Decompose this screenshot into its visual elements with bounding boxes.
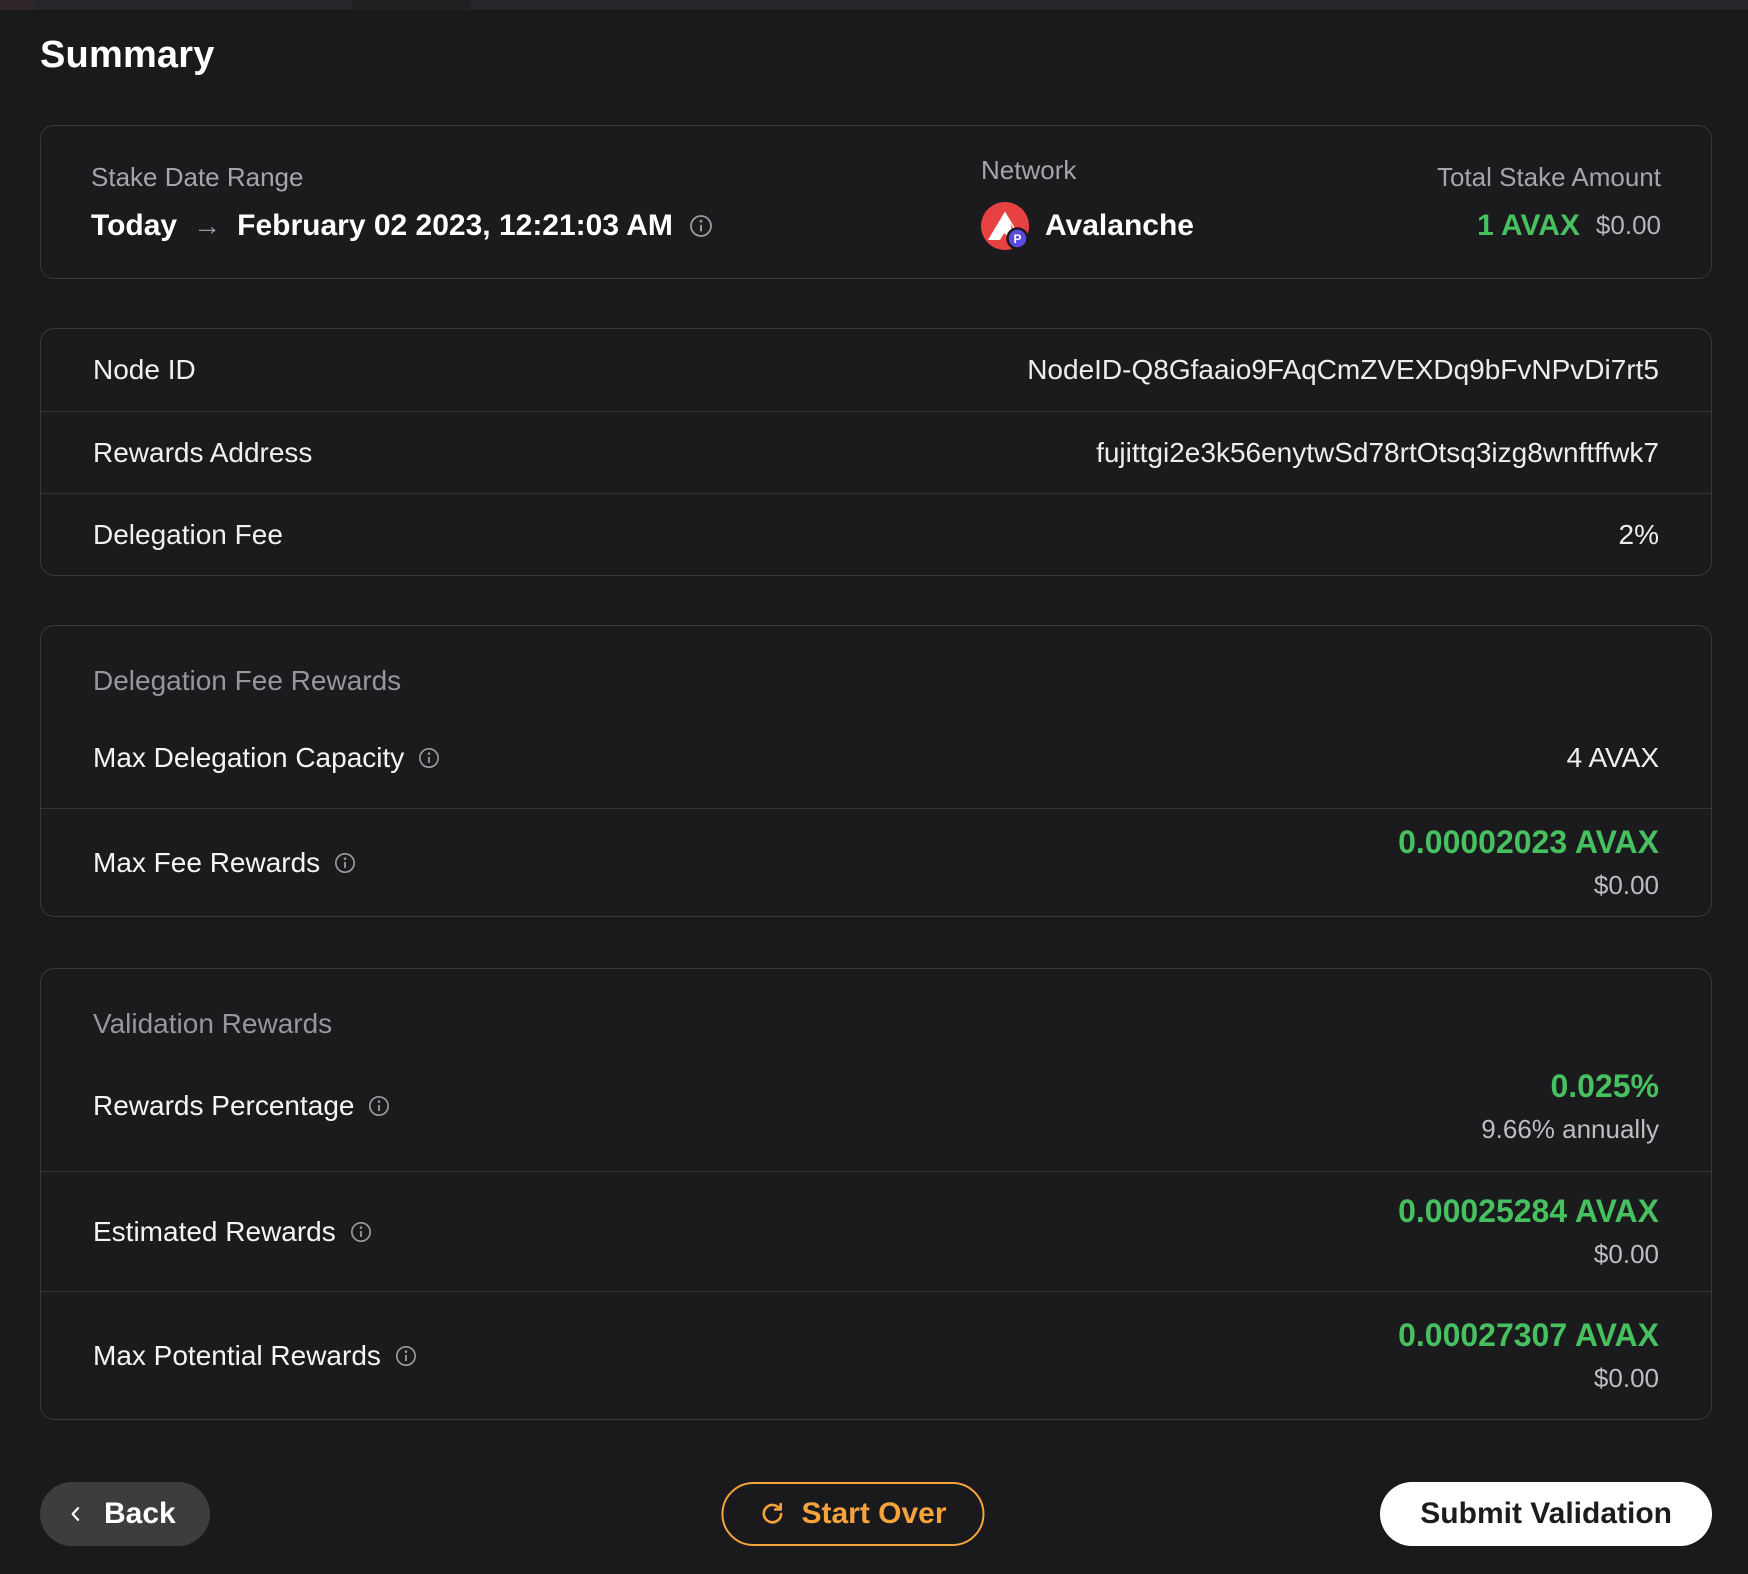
max-fee-rewards-value: 0.00002023 AVAX: [1398, 824, 1659, 860]
stake-date-range-block: Stake Date Range Today → February 02 202…: [91, 162, 981, 243]
estimated-rewards-label: Estimated Rewards: [93, 1215, 336, 1247]
top-edge-divider: [0, 0, 1748, 10]
rewards-percentage-annual: 9.66% annually: [1481, 1113, 1659, 1144]
network-block: Network P Avalanche: [981, 155, 1331, 250]
total-stake-label: Total Stake Amount: [1436, 161, 1661, 192]
delegation-fee-rewards-header: Delegation Fee Rewards: [93, 665, 402, 696]
max-delegation-capacity-row: Max Delegation Capacity 4 AVAX: [41, 708, 1711, 808]
delegation-fee-rewards-card: Delegation Fee Rewards Max Delegation Ca…: [40, 625, 1712, 917]
validator-details-card: Node ID NodeID-Q8Gfaaio9FAqCmZVEXDq9bFvN…: [40, 328, 1712, 576]
chevron-left-icon: [66, 1503, 86, 1525]
rewards-address-label: Rewards Address: [93, 436, 313, 468]
max-potential-rewards-label: Max Potential Rewards: [93, 1339, 381, 1371]
summary-page: Summary Stake Date Range Today → Februar…: [0, 34, 1748, 1546]
top-edge-accent-2: [352, 0, 470, 10]
info-icon[interactable]: [334, 852, 356, 874]
estimated-rewards-value: 0.00025284 AVAX: [1398, 1193, 1659, 1229]
max-potential-rewards-value: 0.00027307 AVAX: [1398, 1317, 1659, 1353]
table-row-node-id: Node ID NodeID-Q8Gfaaio9FAqCmZVEXDq9bFvN…: [41, 329, 1711, 411]
rewards-address-value: fujittgi2e3k56enytwSd78rtOtsq3izg8wnftff…: [1096, 436, 1659, 468]
avalanche-p-chain-icon: P: [981, 201, 1029, 250]
start-over-button-label: Start Over: [801, 1497, 947, 1530]
stake-date-to: February 02 2023, 12:21:03 AM: [237, 208, 673, 242]
table-row-rewards-address: Rewards Address fujittgi2e3k56enytwSd78r…: [41, 411, 1711, 493]
node-id-value: NodeID-Q8Gfaaio9FAqCmZVEXDq9bFvNPvDi7rt5: [1027, 354, 1659, 385]
info-icon[interactable]: [689, 214, 713, 238]
network-label: Network: [981, 154, 1077, 185]
submit-validation-button[interactable]: Submit Validation: [1380, 1482, 1712, 1546]
info-icon[interactable]: [418, 747, 440, 769]
max-fee-rewards-usd: $0.00: [1593, 870, 1659, 900]
max-fee-rewards-label: Max Fee Rewards: [93, 846, 321, 878]
validation-rewards-header: Validation Rewards: [93, 1008, 333, 1039]
table-row-delegation-fee: Delegation Fee 2%: [41, 493, 1711, 575]
rewards-percentage-row: Rewards Percentage 0.025% 9.66% annually: [41, 1041, 1711, 1171]
validation-rewards-card: Validation Rewards Rewards Percentage 0.…: [40, 968, 1712, 1420]
total-stake-usd: $0.00: [1595, 210, 1661, 240]
max-delegation-capacity-label: Max Delegation Capacity: [93, 742, 405, 773]
delegation-fee-label: Delegation Fee: [93, 518, 283, 550]
network-value: Avalanche: [1045, 208, 1194, 242]
max-fee-rewards-row: Max Fee Rewards 0.00002023 AVAX $0.00: [41, 808, 1711, 916]
back-button-label: Back: [104, 1497, 176, 1530]
info-icon[interactable]: [368, 1095, 390, 1117]
rewards-percentage-label: Rewards Percentage: [93, 1090, 355, 1121]
submit-validation-label: Submit Validation: [1420, 1497, 1672, 1530]
stake-overview-card: Stake Date Range Today → February 02 202…: [40, 125, 1712, 279]
stake-date-from: Today: [91, 208, 178, 242]
arrow-right-icon: →: [193, 209, 222, 241]
stake-date-range-label: Stake Date Range: [91, 161, 304, 192]
delegation-fee-value: 2%: [1618, 518, 1659, 550]
max-potential-rewards-row: Max Potential Rewards 0.00027307 AVAX $0…: [41, 1291, 1711, 1419]
footer-actions: Back Start Over Submit Validation: [40, 1482, 1712, 1546]
estimated-rewards-usd: $0.00: [1593, 1239, 1659, 1269]
total-stake-amount: 1 AVAX: [1477, 208, 1580, 242]
info-icon[interactable]: [350, 1221, 372, 1243]
node-id-label: Node ID: [93, 354, 196, 385]
restart-icon: [759, 1501, 785, 1527]
top-edge-accent: [0, 0, 34, 10]
max-delegation-capacity-value: 4 AVAX: [1566, 742, 1659, 773]
start-over-button[interactable]: Start Over: [721, 1482, 985, 1546]
p-chain-badge-letter: P: [1013, 232, 1021, 246]
max-potential-rewards-usd: $0.00: [1593, 1363, 1659, 1393]
estimated-rewards-row: Estimated Rewards 0.00025284 AVAX $0.00: [41, 1171, 1711, 1291]
page-title: Summary: [40, 34, 215, 76]
info-icon[interactable]: [395, 1345, 417, 1367]
total-stake-block: Total Stake Amount 1 AVAX $0.00: [1331, 162, 1661, 243]
rewards-percentage-value: 0.025%: [1550, 1067, 1659, 1104]
back-button[interactable]: Back: [40, 1482, 210, 1546]
